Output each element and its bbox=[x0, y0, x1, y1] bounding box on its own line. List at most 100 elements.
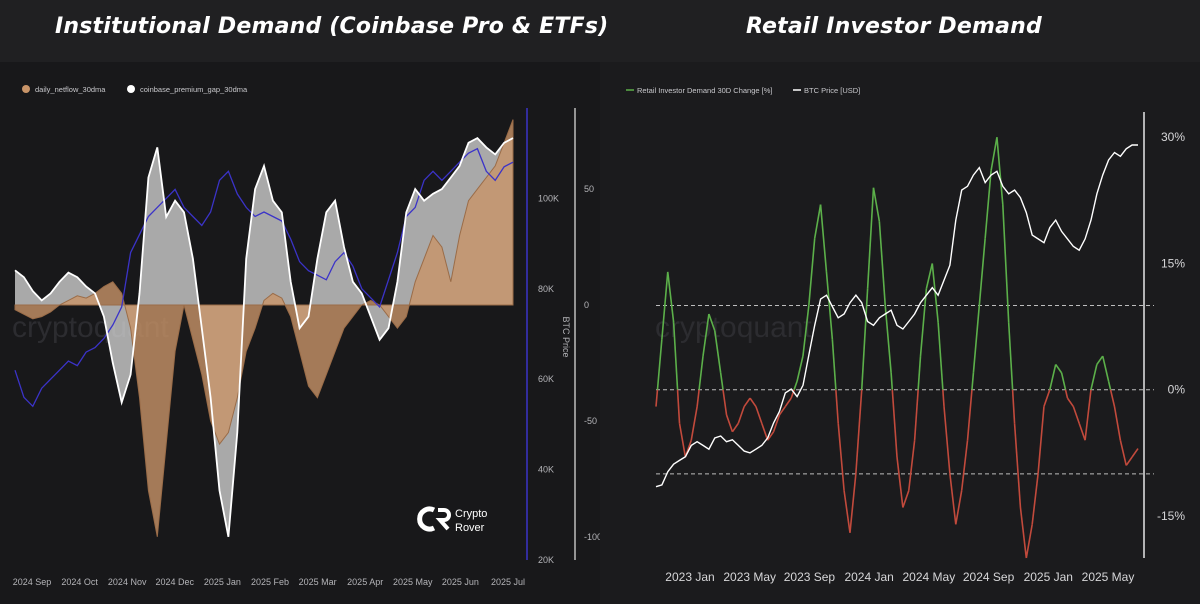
x-tick-label: 2025 Feb bbox=[251, 577, 289, 587]
demand-segment bbox=[793, 381, 798, 390]
demand-segment bbox=[943, 406, 951, 474]
demand-segment bbox=[972, 305, 981, 373]
premium-gap-area bbox=[15, 138, 513, 537]
btc-price-tick-label: 60K bbox=[538, 374, 554, 384]
retail-demand-chart: cryptoquant Retail Investor Demand 30D C… bbox=[600, 62, 1200, 604]
demand-segment bbox=[1119, 440, 1128, 466]
demand-segment bbox=[1013, 423, 1022, 508]
btc-price-tick-label: 80K bbox=[538, 284, 554, 294]
premium-gap-tick-label: -100 bbox=[584, 532, 600, 542]
demand-segment bbox=[990, 137, 998, 172]
x-tick-label: 2023 Sep bbox=[784, 570, 836, 584]
demand-segment bbox=[661, 271, 669, 340]
logo-text-crypto: Crypto bbox=[455, 508, 487, 520]
x-tick-label: 2025 May bbox=[393, 577, 433, 587]
demand-segment bbox=[749, 397, 757, 407]
demand-segment bbox=[1019, 507, 1028, 559]
x-tick-label: 2023 May bbox=[723, 570, 776, 584]
demand-segment bbox=[676, 389, 681, 424]
legend-btc-price: BTC Price [USD] bbox=[804, 86, 860, 95]
demand-segment bbox=[678, 423, 687, 458]
demand-segment bbox=[655, 389, 659, 407]
x-tick-label: 2024 Dec bbox=[156, 577, 195, 587]
y-tick-label: -15% bbox=[1157, 509, 1185, 523]
demand-segment bbox=[778, 406, 786, 416]
demand-segment bbox=[737, 406, 745, 424]
demand-segment bbox=[925, 263, 934, 289]
demand-segment bbox=[1060, 372, 1067, 390]
logo-text-rover: Rover bbox=[455, 522, 485, 534]
demand-segment bbox=[713, 330, 722, 373]
demand-segment bbox=[1066, 397, 1074, 407]
demand-segment bbox=[966, 389, 973, 441]
demand-segment bbox=[949, 473, 957, 525]
x-tick-label: 2023 Jan bbox=[665, 570, 714, 584]
demand-segment bbox=[796, 355, 804, 382]
demand-segment bbox=[1049, 364, 1057, 390]
demand-segment bbox=[849, 473, 857, 533]
demand-segment bbox=[866, 187, 875, 289]
demand-segment bbox=[831, 339, 837, 390]
crypto-rover-logo: Crypto Rover bbox=[417, 506, 487, 534]
demand-segment bbox=[719, 372, 724, 390]
right-chart-marks bbox=[655, 137, 1139, 559]
demand-segment bbox=[913, 389, 919, 441]
retail-demand-plot: cryptoquant Retail Investor Demand 30D C… bbox=[626, 86, 1185, 584]
demand-segment bbox=[919, 288, 928, 357]
x-tick-label: 2025 Mar bbox=[299, 577, 337, 587]
legend-swatch-netflow bbox=[22, 85, 30, 93]
demand-segment bbox=[1109, 389, 1116, 407]
legend-retail-demand: Retail Investor Demand 30D Change [%] bbox=[637, 86, 773, 95]
institutional-demand-plot: cryptoquant daily_netflow_30dma coinbase… bbox=[12, 85, 600, 587]
demand-segment bbox=[1002, 204, 1010, 323]
btc-price-tick-label: 20K bbox=[538, 555, 554, 565]
y-tick-label: 0% bbox=[1168, 383, 1186, 397]
x-tick-label: 2025 Jan bbox=[204, 577, 241, 587]
demand-segment bbox=[1125, 456, 1133, 466]
demand-segment bbox=[813, 204, 822, 239]
x-tick-label: 2024 May bbox=[903, 570, 956, 584]
x-tick-label: 2025 Jan bbox=[1024, 570, 1073, 584]
demand-segment bbox=[996, 137, 1004, 205]
demand-segment bbox=[666, 271, 675, 323]
demand-segment bbox=[1055, 363, 1063, 374]
left-axis-ticks: 2024 Sep 2024 Oct 2024 Nov 2024 Dec 2025 Jan… bbox=[13, 184, 600, 587]
right-reference-lines bbox=[656, 305, 1154, 475]
x-tick-label: 2025 Apr bbox=[347, 577, 383, 587]
demand-segment bbox=[761, 423, 769, 441]
demand-segment bbox=[825, 271, 834, 340]
x-tick-label: 2025 Jul bbox=[491, 577, 525, 587]
demand-segment bbox=[802, 305, 810, 357]
demand-segment bbox=[917, 355, 922, 390]
left-panel-title: Institutional Demand (Coinbase Pro & ETF… bbox=[55, 14, 609, 39]
legend-netflow: daily_netflow_30dma bbox=[35, 85, 106, 94]
demand-segment bbox=[872, 187, 881, 222]
right-axis-ticks: 30% 15% 0% -15% 2023 Jan 2023 May 2023 Sep 2024… bbox=[665, 130, 1185, 584]
demand-segment bbox=[1031, 473, 1039, 525]
demand-segment bbox=[1090, 364, 1098, 390]
demand-segment bbox=[1043, 389, 1051, 407]
demand-segment bbox=[902, 490, 910, 508]
demand-segment bbox=[1096, 355, 1104, 365]
crypto-rover-logo-r-icon bbox=[435, 508, 451, 531]
demand-segment bbox=[884, 305, 892, 373]
legend-premium-gap: coinbase_premium_gap_30dma bbox=[140, 85, 248, 94]
demand-segment bbox=[656, 339, 663, 390]
x-tick-label: 2024 Sep bbox=[13, 577, 52, 587]
legend-swatch-premium-gap bbox=[127, 85, 135, 93]
demand-segment bbox=[743, 397, 751, 407]
demand-segment bbox=[855, 389, 863, 474]
demand-segment bbox=[1101, 355, 1110, 382]
institutional-demand-chart: cryptoquant daily_netflow_30dma coinbase… bbox=[0, 62, 600, 604]
demand-segment bbox=[1011, 389, 1016, 424]
demand-segment bbox=[1025, 524, 1033, 559]
demand-segment bbox=[819, 204, 828, 272]
demand-segment bbox=[672, 322, 679, 390]
demand-segment bbox=[978, 238, 986, 306]
demand-segment bbox=[896, 456, 904, 508]
demand-segment bbox=[937, 322, 944, 390]
demand-segment bbox=[808, 238, 816, 306]
demand-segment bbox=[1084, 389, 1092, 441]
demand-segment bbox=[702, 313, 710, 357]
demand-segment bbox=[1107, 381, 1112, 390]
